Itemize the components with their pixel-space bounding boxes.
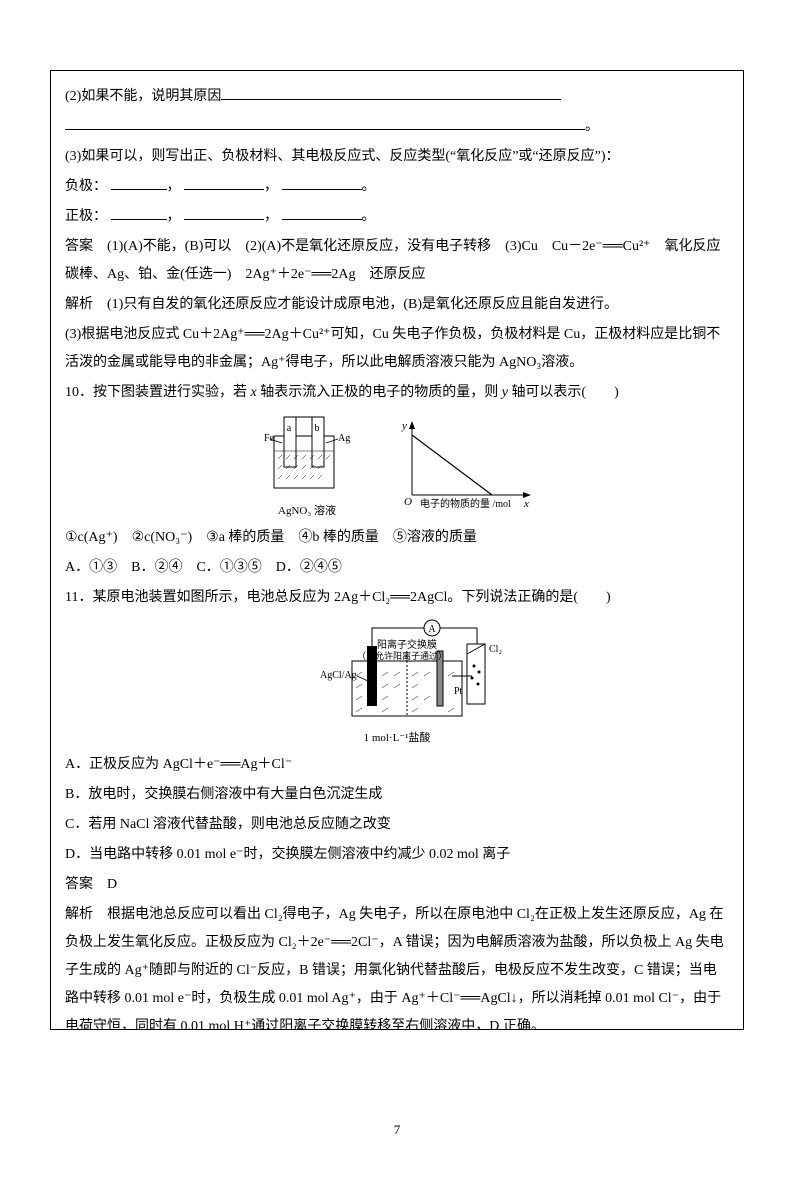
explain-3: (3)根据电池反应式 Cu＋2Ag⁺══2Ag＋Cu²⁺可知，Cu 失电子作负极… xyxy=(65,321,729,377)
blank-4a xyxy=(111,175,167,190)
blank-2b xyxy=(65,115,585,130)
q10-text: 10．按下图装置进行实验，若 x 轴表示流入正极的电子的物质的量，则 y 轴可以… xyxy=(65,385,619,400)
cell-caption: 1 mol·L⁻¹盐酸 xyxy=(282,732,512,745)
page-number: 7 xyxy=(0,1117,794,1143)
q10-options: ①c(Ag⁺) ②c(NO₃⁻) ③a 棒的质量 ④b 棒的质量 ⑤溶液的质量 xyxy=(65,524,729,552)
membrane-label2: （只允许阳离子通过） xyxy=(357,650,447,661)
blank-5a xyxy=(111,205,167,220)
beaker-svg: a b Fe Ag xyxy=(252,411,362,511)
graph-svg: y x O 电子的物质的量 /mol xyxy=(392,415,542,515)
cl2-label: Cl₂ xyxy=(489,644,502,655)
sep-4b: ， xyxy=(264,179,278,194)
q10-diagrams: a b Fe Ag xyxy=(65,411,729,518)
q11-explain: 解析 根据电池总反应可以看出 Cl₂得电子，Ag 失电子，所以在原电池中 Cl₂… xyxy=(65,901,729,1030)
q10-choices: A．①③ B．②④ C．①③⑤ D．②④⑤ xyxy=(65,554,729,582)
x-axis-caption: 电子的物质的量 /mol xyxy=(420,497,511,510)
pos-label: 正极： xyxy=(65,209,107,224)
line-5: 正极： ， ， 。 xyxy=(65,203,729,231)
x-label: x xyxy=(523,498,529,510)
sep-5a: ， xyxy=(167,209,181,224)
line-3: (3)如果可以，则写出正、负极材料、其电极反应式、反应类型(“氧化反应”或“还原… xyxy=(65,143,729,171)
blank-5c xyxy=(282,205,362,220)
meter-label: A xyxy=(428,624,436,635)
blank-4b xyxy=(184,175,264,190)
q11-answer: 答案 D xyxy=(65,871,729,899)
q11-opt-c: C．若用 NaCl 溶液代替盐酸，则电池总反应随之改变 xyxy=(65,811,729,839)
blank-4c xyxy=(282,175,362,190)
blank-2a xyxy=(221,85,561,100)
membrane-label: 阳离子交换膜 xyxy=(377,638,437,651)
sep-5b: ， xyxy=(264,209,278,224)
q2-prefix: (2)如果不能，说明其原因 xyxy=(65,89,221,104)
q10-beaker: a b Fe Ag xyxy=(252,411,362,518)
fe-label: Fe xyxy=(264,433,275,444)
rod-a-label: a xyxy=(287,423,292,434)
ag-label: Ag xyxy=(338,433,350,444)
agcl-label: AgCl/Ag xyxy=(320,670,357,681)
blank-5b xyxy=(184,205,264,220)
end-4: 。 xyxy=(362,179,376,194)
q11-opt-a: A．正极反应为 AgCl＋e⁻══Ag＋Cl⁻ xyxy=(65,751,729,779)
q11-cell: A xyxy=(282,616,512,745)
cell-svg: A xyxy=(282,616,512,736)
sep-4a: ， xyxy=(167,179,181,194)
answer-1: 答案 (1)(A)不能，(B)可以 (2)(A)不是氧化还原反应，没有电子转移 … xyxy=(65,233,729,289)
line-4: 负极： ， ， 。 xyxy=(65,173,729,201)
pt-label: Pt xyxy=(454,686,463,697)
beaker-caption: AgNO₃ 溶液 xyxy=(252,505,362,518)
q11-diagram-row: A xyxy=(65,616,729,745)
origin-label: O xyxy=(404,496,412,508)
q10-graph: y x O 电子的物质的量 /mol xyxy=(392,415,542,515)
period-2: 。 xyxy=(585,119,599,134)
neg-label: 负极： xyxy=(65,179,107,194)
q11-stem: 11．某原电池装置如图所示，电池总反应为 2Ag＋Cl₂══2AgCl。下列说法… xyxy=(65,584,729,612)
explain-1: 解析 (1)只有自发的氧化还原反应才能设计成原电池，(B)是氧化还原反应且能自发… xyxy=(65,291,729,319)
line-2: (2)如果不能，说明其原因 xyxy=(65,83,729,111)
q11-opt-d: D．当电路中转移 0.01 mol e⁻时，交换膜左侧溶液中约减少 0.02 m… xyxy=(65,841,729,869)
end-5: 。 xyxy=(362,209,376,224)
rod-b-label: b xyxy=(315,423,320,434)
y-label: y xyxy=(401,420,407,432)
line-2b: 。 xyxy=(65,113,729,141)
q11-opt-b: B．放电时，交换膜右侧溶液中有大量白色沉淀生成 xyxy=(65,781,729,809)
page-frame: (2)如果不能，说明其原因 。 (3)如果可以，则写出正、负极材料、其电极反应式… xyxy=(50,70,744,1030)
q10-stem: 10．按下图装置进行实验，若 x 轴表示流入正极的电子的物质的量，则 y 轴可以… xyxy=(65,379,729,407)
